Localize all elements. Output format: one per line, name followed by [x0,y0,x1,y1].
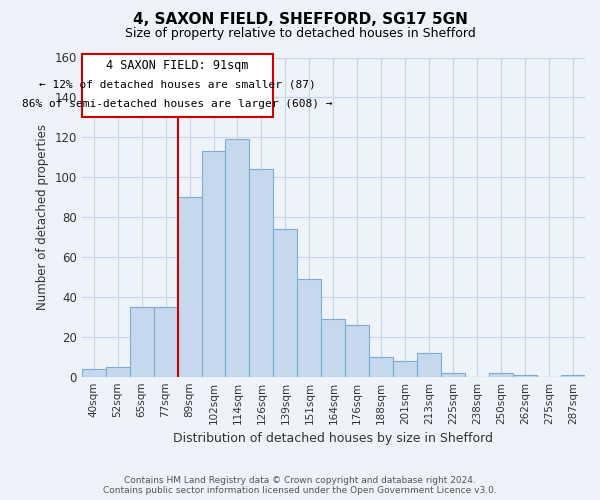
Bar [202,152,226,376]
Text: 4 SAXON FIELD: 91sqm: 4 SAXON FIELD: 91sqm [106,60,249,72]
X-axis label: Distribution of detached houses by size in Shefford: Distribution of detached houses by size … [173,432,493,445]
Bar [106,366,130,376]
Text: 4, SAXON FIELD, SHEFFORD, SG17 5GN: 4, SAXON FIELD, SHEFFORD, SG17 5GN [133,12,467,28]
Bar [250,169,274,376]
Bar [154,307,178,376]
Bar [369,356,393,376]
Text: ← 12% of detached houses are smaller (87): ← 12% of detached houses are smaller (87… [39,80,316,90]
Bar [226,140,250,376]
Bar [130,307,154,376]
Bar [441,372,465,376]
Bar [489,372,513,376]
Y-axis label: Number of detached properties: Number of detached properties [36,124,49,310]
Text: Size of property relative to detached houses in Shefford: Size of property relative to detached ho… [125,28,475,40]
Text: Contains HM Land Registry data © Crown copyright and database right 2024.: Contains HM Land Registry data © Crown c… [124,476,476,485]
Text: Contains public sector information licensed under the Open Government Licence v3: Contains public sector information licen… [103,486,497,495]
Bar [561,374,585,376]
FancyBboxPatch shape [82,54,274,118]
Bar [298,279,322,376]
Bar [82,368,106,376]
Bar [393,360,417,376]
Bar [346,325,369,376]
Bar [274,229,298,376]
Bar [417,352,441,376]
Bar [178,197,202,376]
Text: 86% of semi-detached houses are larger (608) →: 86% of semi-detached houses are larger (… [22,100,333,110]
Bar [513,374,537,376]
Bar [322,319,346,376]
